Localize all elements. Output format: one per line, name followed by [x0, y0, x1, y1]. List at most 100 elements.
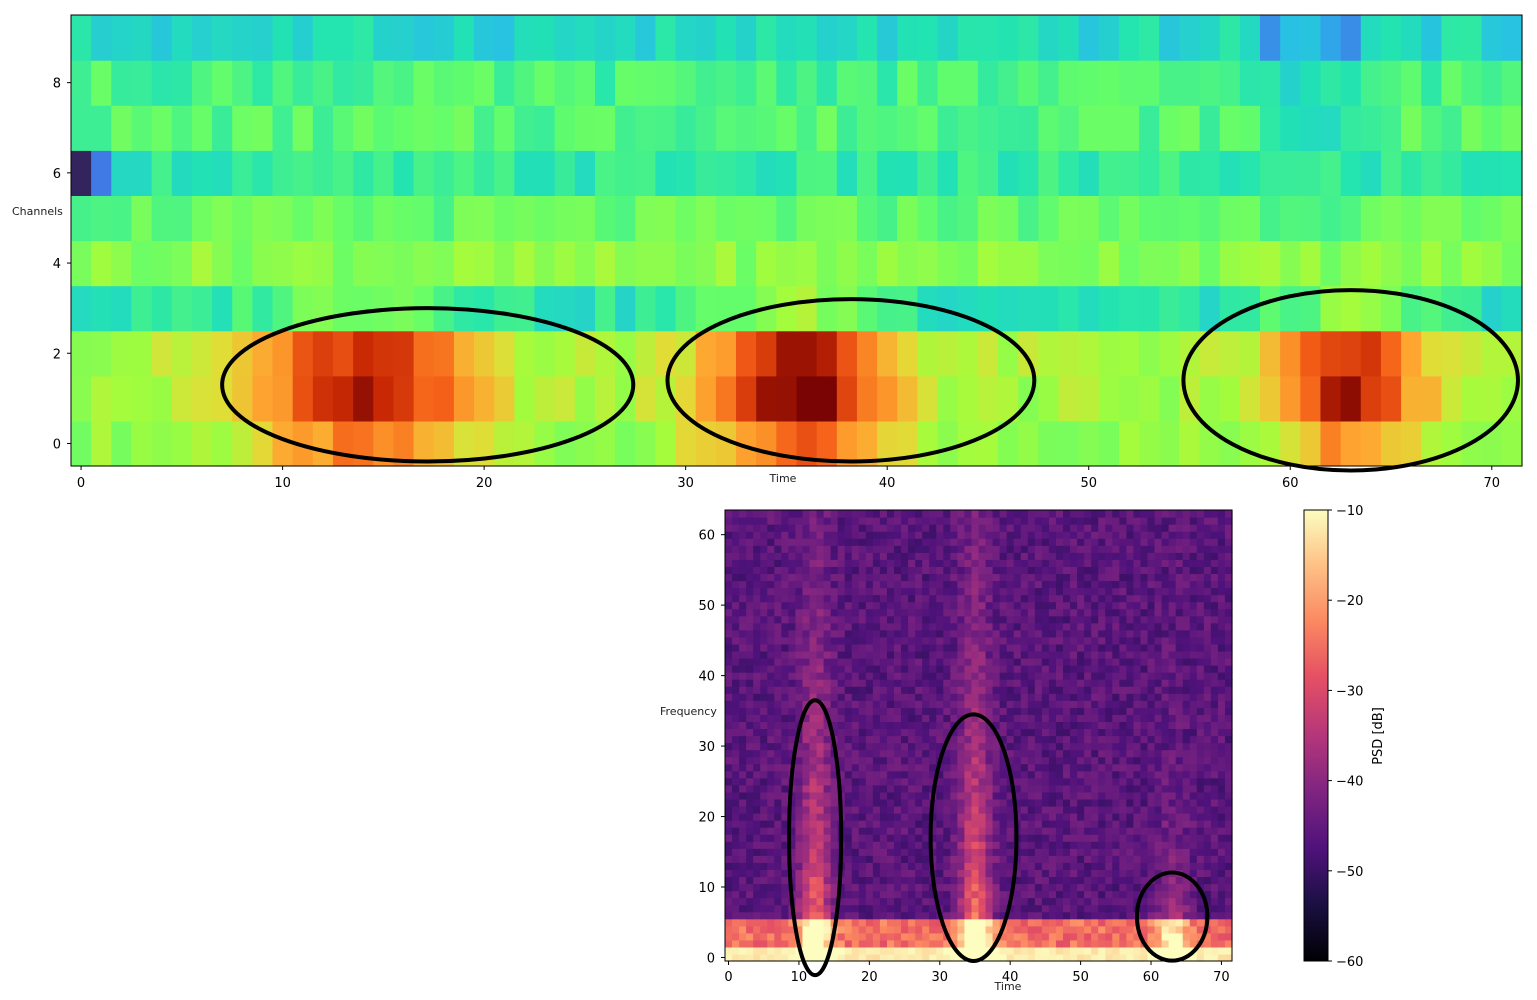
spectrogram-cell — [1161, 805, 1170, 814]
spectrogram-cell — [1098, 721, 1106, 730]
spectrogram-cell — [837, 650, 846, 659]
spectrogram-cell — [858, 650, 867, 659]
heatmap-cell — [91, 420, 112, 467]
spectrogram-cell — [1203, 650, 1212, 659]
spectrogram-cell — [844, 714, 853, 723]
heatmap-cell — [756, 330, 777, 377]
spectrogram-cell — [760, 932, 768, 941]
spectrogram-cell — [1112, 545, 1120, 553]
spectrogram-cell — [1105, 932, 1113, 941]
spectrogram-cell — [1063, 883, 1071, 892]
spectrogram-cell — [922, 622, 930, 631]
heatmap-cell — [776, 375, 798, 422]
spectrogram-cell — [725, 552, 733, 560]
spectrogram-cell — [1203, 742, 1212, 751]
spectrogram-cell — [767, 615, 775, 624]
spectrogram-cell — [1063, 770, 1071, 779]
heatmap-cell — [71, 150, 92, 196]
spectrogram-cell — [788, 657, 797, 666]
spectrogram-cell — [1013, 911, 1022, 920]
spectrogram-cell — [1182, 587, 1191, 596]
spectrogram-cell — [802, 876, 811, 885]
spectrogram-cell — [894, 566, 902, 575]
spectrogram-cell — [964, 629, 973, 638]
spectrogram-cell — [1105, 615, 1113, 624]
spectrogram-cell — [844, 770, 853, 779]
spectrogram-cell — [978, 805, 987, 814]
spectrogram-cell — [999, 629, 1008, 638]
spectrogram-cell — [1077, 552, 1085, 560]
spectrogram-cell — [1224, 939, 1233, 948]
spectrogram-cell — [922, 657, 930, 666]
spectrogram-cell — [830, 552, 839, 560]
spectrogram-cell — [872, 566, 881, 575]
spectrogram-cell — [1182, 552, 1191, 560]
spectrogram-cell — [795, 650, 804, 659]
spectrogram-cell — [992, 848, 1001, 856]
spectrogram-cell — [732, 777, 740, 786]
spectrogram-cell — [837, 911, 846, 920]
spectrogram-cell — [1041, 601, 1050, 610]
spectrogram-cell — [837, 587, 846, 596]
spectrogram-cell — [1048, 573, 1057, 582]
spectrogram-cell — [753, 622, 761, 631]
heatmap-cell — [353, 105, 374, 151]
spectrogram-cell — [767, 643, 775, 652]
spectrogram-cell — [1077, 693, 1085, 701]
spectrogram-cell — [1140, 918, 1149, 927]
spectrogram-cell — [915, 876, 923, 885]
spectrogram-cell — [753, 862, 761, 870]
spectrogram-cell — [1189, 848, 1198, 856]
spectrogram-cell — [767, 756, 775, 765]
spectrogram-cell — [872, 939, 881, 948]
spectrogram-cell — [1091, 904, 1099, 913]
spectrogram-cell — [865, 911, 874, 920]
spectrogram-cell — [1006, 707, 1015, 715]
spectrogram-cell — [1210, 834, 1219, 842]
spectrogram-cell — [858, 700, 867, 708]
spectrogram-cell — [1041, 679, 1050, 687]
spectrogram-cell — [1070, 721, 1078, 730]
spectrogram-cell — [1126, 869, 1135, 878]
spectrogram-cell — [1217, 742, 1226, 751]
spectrogram-cell — [746, 594, 754, 603]
spectrogram-cell — [1182, 643, 1191, 652]
spectrogram-cell — [760, 700, 768, 708]
spectrogram-cell — [1112, 904, 1120, 913]
spectrogram-cell — [957, 763, 966, 772]
spectrogram-cell — [746, 784, 754, 793]
heatmap-cell — [1260, 420, 1281, 467]
heatmap-cell — [171, 330, 193, 377]
spectrogram-cell — [725, 770, 733, 779]
spectrogram-cell — [901, 946, 909, 955]
spectrogram-cell — [1084, 813, 1092, 821]
spectrogram-cell — [1013, 700, 1022, 708]
heatmap-cell — [1219, 15, 1241, 61]
spectrogram-cell — [971, 953, 980, 962]
spectrogram-cell — [1140, 798, 1149, 807]
spectrogram-cell — [894, 629, 902, 638]
spectrogram-cell — [1041, 946, 1050, 955]
spectrogram-cell — [1224, 756, 1233, 765]
spectrogram-cell — [978, 566, 987, 575]
spectrogram-cell — [1041, 791, 1050, 800]
spectrogram-cell — [774, 679, 782, 687]
x-tick-label: 10 — [274, 476, 291, 491]
heatmap-cell — [272, 240, 294, 287]
heatmap-cell — [1421, 420, 1442, 467]
spectrogram-cell — [957, 904, 966, 913]
spectrogram-cell — [865, 559, 874, 567]
spectrogram-cell — [795, 735, 804, 744]
spectrogram-cell — [1189, 650, 1198, 659]
spectrogram-cell — [1098, 742, 1106, 751]
spectrogram-cell — [1210, 883, 1219, 892]
spectrogram-cell — [732, 601, 740, 610]
heatmap-cell — [514, 60, 536, 106]
spectrogram-cell — [915, 700, 923, 708]
spectrogram-cell — [950, 650, 958, 659]
spectrogram-cell — [858, 784, 867, 793]
spectrogram-cell — [1168, 735, 1177, 744]
spectrogram-cell — [1070, 749, 1078, 758]
spectrogram-cell — [1147, 594, 1156, 603]
spectrogram-cell — [865, 813, 874, 821]
